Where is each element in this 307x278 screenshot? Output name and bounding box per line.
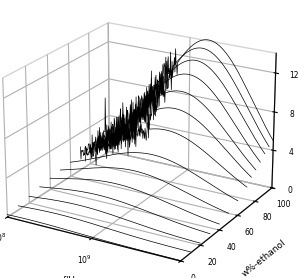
X-axis label: f/Hz: f/Hz [62, 275, 80, 278]
Y-axis label: w%-ethanol: w%-ethanol [240, 238, 287, 278]
